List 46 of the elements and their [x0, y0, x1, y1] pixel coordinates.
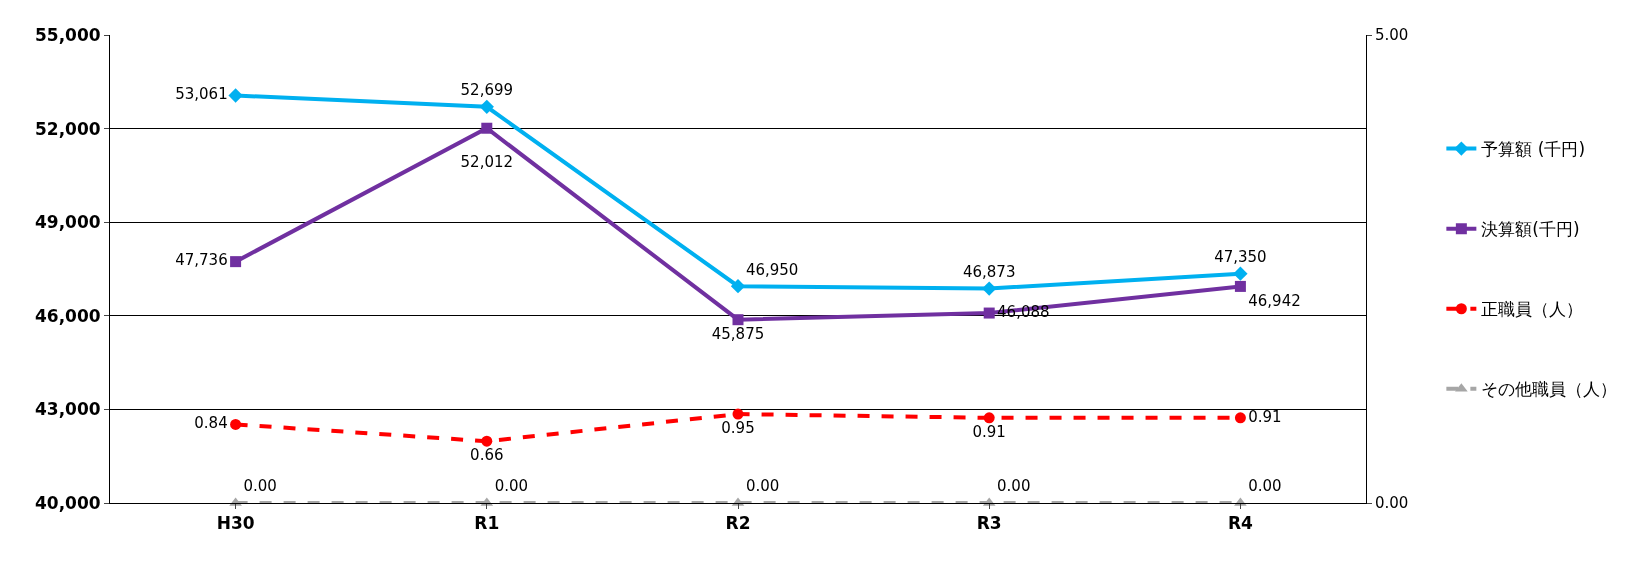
data-label: 46,950	[745, 260, 799, 279]
point	[983, 307, 995, 319]
y-tick-label: 52,000	[34, 118, 101, 139]
data-label: 53,061	[175, 85, 228, 104]
point	[481, 122, 493, 134]
y-tick-label: 43,000	[34, 399, 101, 420]
legend-label: その他職員（人）	[1481, 379, 1618, 400]
data-label: 0.84	[194, 414, 228, 433]
data-label: 0.95	[721, 419, 755, 438]
point	[230, 256, 242, 268]
x-tick-label: R1	[474, 513, 500, 534]
point	[228, 88, 243, 103]
data-label: 0.66	[470, 446, 504, 465]
y-tick-label: 55,000	[34, 24, 101, 45]
legend-label: 決算額(千円)	[1481, 219, 1580, 240]
x-tick-label: R4	[1227, 513, 1254, 534]
point	[732, 314, 744, 326]
data-label: 0.91	[972, 422, 1006, 441]
data-label: 46,942	[1248, 291, 1301, 310]
legend-label: 予算額 (千円)	[1481, 139, 1586, 160]
data-label: 0.91	[1248, 407, 1282, 426]
data-label: 47,736	[175, 251, 228, 270]
point	[479, 99, 494, 114]
point	[1233, 266, 1248, 281]
x-tick-label: H30	[216, 513, 255, 534]
data-label: 47,350	[1214, 248, 1267, 267]
legend-label: 正職員（人）	[1481, 299, 1584, 320]
y-tick-label: 40,000	[34, 492, 101, 513]
data-label: 0.00	[494, 477, 529, 496]
point	[982, 281, 997, 296]
x-tick-label: R2	[725, 513, 751, 534]
data-label: 52,012	[460, 152, 514, 171]
data-label: 0.00	[997, 477, 1031, 496]
data-label: 0.00	[243, 477, 277, 496]
data-label: 45,875	[711, 324, 765, 343]
y-tick-label: 49,000	[34, 212, 101, 233]
x-tick-label: R3	[976, 513, 1002, 534]
y2-tick-label: 0.00	[1375, 494, 1409, 513]
point	[1234, 280, 1246, 292]
data-label: 0.00	[745, 477, 780, 496]
data-label: 0.00	[1248, 477, 1282, 496]
data-label: 52,699	[460, 81, 514, 100]
data-label: 46,873	[962, 262, 1016, 281]
point	[730, 279, 746, 294]
y-tick-label: 46,000	[34, 305, 101, 326]
y2-tick-label: 5.00	[1375, 26, 1409, 45]
